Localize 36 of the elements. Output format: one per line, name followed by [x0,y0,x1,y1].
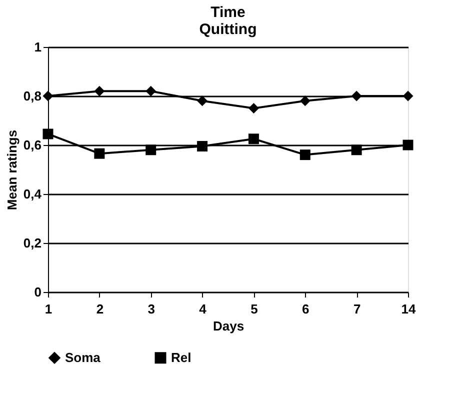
x-tick-label: 1 [44,302,52,316]
point [300,96,310,106]
y-tick-label: 0,2 [23,236,42,250]
point [197,96,208,106]
legend-label: Soma [65,350,102,365]
y-tick-label: 0,6 [23,138,42,152]
point [146,86,156,96]
text: Quitting [199,21,257,38]
x-tick-label: 4 [199,302,208,316]
point [351,144,362,156]
point [248,103,259,114]
y-tick-label: 0,4 [23,186,42,202]
point [42,90,54,102]
x-tick-label: 5 [250,302,258,316]
x-tick-label: 3 [148,302,155,316]
point [351,90,362,102]
point [94,148,105,159]
y-tick-label: 0 [34,284,42,300]
point [402,140,414,150]
point [300,150,310,160]
point [197,140,208,152]
x-tick-label: 7 [353,302,361,316]
y-axis-title: Mean ratings [4,130,20,210]
legend-label: Rel [171,350,192,365]
y-tick-label: 0,8 [23,88,42,104]
x-tick-label: 6 [302,302,310,316]
text: Time [210,4,246,21]
point [402,90,414,102]
y-tick-label: 1 [34,40,42,54]
point [146,144,156,156]
x-axis-title: Days [212,318,244,334]
x-tick-label: 14 [401,302,416,316]
point [42,128,54,140]
x-tick-label: 2 [96,302,104,316]
point [248,134,259,144]
point [94,86,105,96]
